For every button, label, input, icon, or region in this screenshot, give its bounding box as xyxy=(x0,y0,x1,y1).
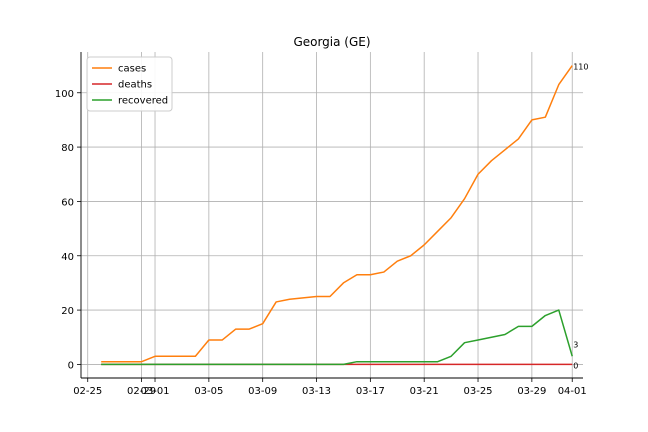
x-tick-label: 03-13 xyxy=(302,386,331,397)
end-label-cases: 110 xyxy=(573,63,588,72)
legend-label-deaths: deaths xyxy=(118,80,152,91)
y-tick-label: 40 xyxy=(61,252,74,263)
y-tick-label: 0 xyxy=(68,360,74,371)
chart-title: Georgia (GE) xyxy=(293,35,370,49)
x-tick-label: 03-25 xyxy=(463,386,492,397)
x-tick-label: 03-29 xyxy=(517,386,546,397)
end-labels: 110 3 0 xyxy=(573,63,588,371)
x-tick-label: 02-25 xyxy=(73,386,102,397)
y-tick-label: 100 xyxy=(55,89,74,100)
legend: cases deaths recovered xyxy=(86,56,173,112)
x-tick-label: 03-21 xyxy=(410,386,439,397)
y-tick-label: 20 xyxy=(61,306,74,317)
x-tick-label: 02-29 xyxy=(127,386,156,397)
legend-box xyxy=(86,56,173,112)
legend-label-cases: cases xyxy=(118,64,146,75)
series-line-cases xyxy=(101,65,573,363)
legend-label-recovered: recovered xyxy=(118,96,168,107)
x-tick-label: 03-09 xyxy=(248,386,277,397)
y-tick-label: 60 xyxy=(61,197,74,208)
x-tick-label: 04-01 xyxy=(558,386,587,397)
y-tick-label: 80 xyxy=(61,143,74,154)
x-tick-label: 03-05 xyxy=(194,386,223,397)
end-label-deaths: 0 xyxy=(573,361,578,370)
series-line-recovered xyxy=(101,309,573,366)
x-tick-label: 03-01 xyxy=(140,386,169,397)
x-tick-label: 03-17 xyxy=(356,386,385,397)
end-label-recovered: 3 xyxy=(573,340,578,349)
series-lines xyxy=(101,65,573,366)
